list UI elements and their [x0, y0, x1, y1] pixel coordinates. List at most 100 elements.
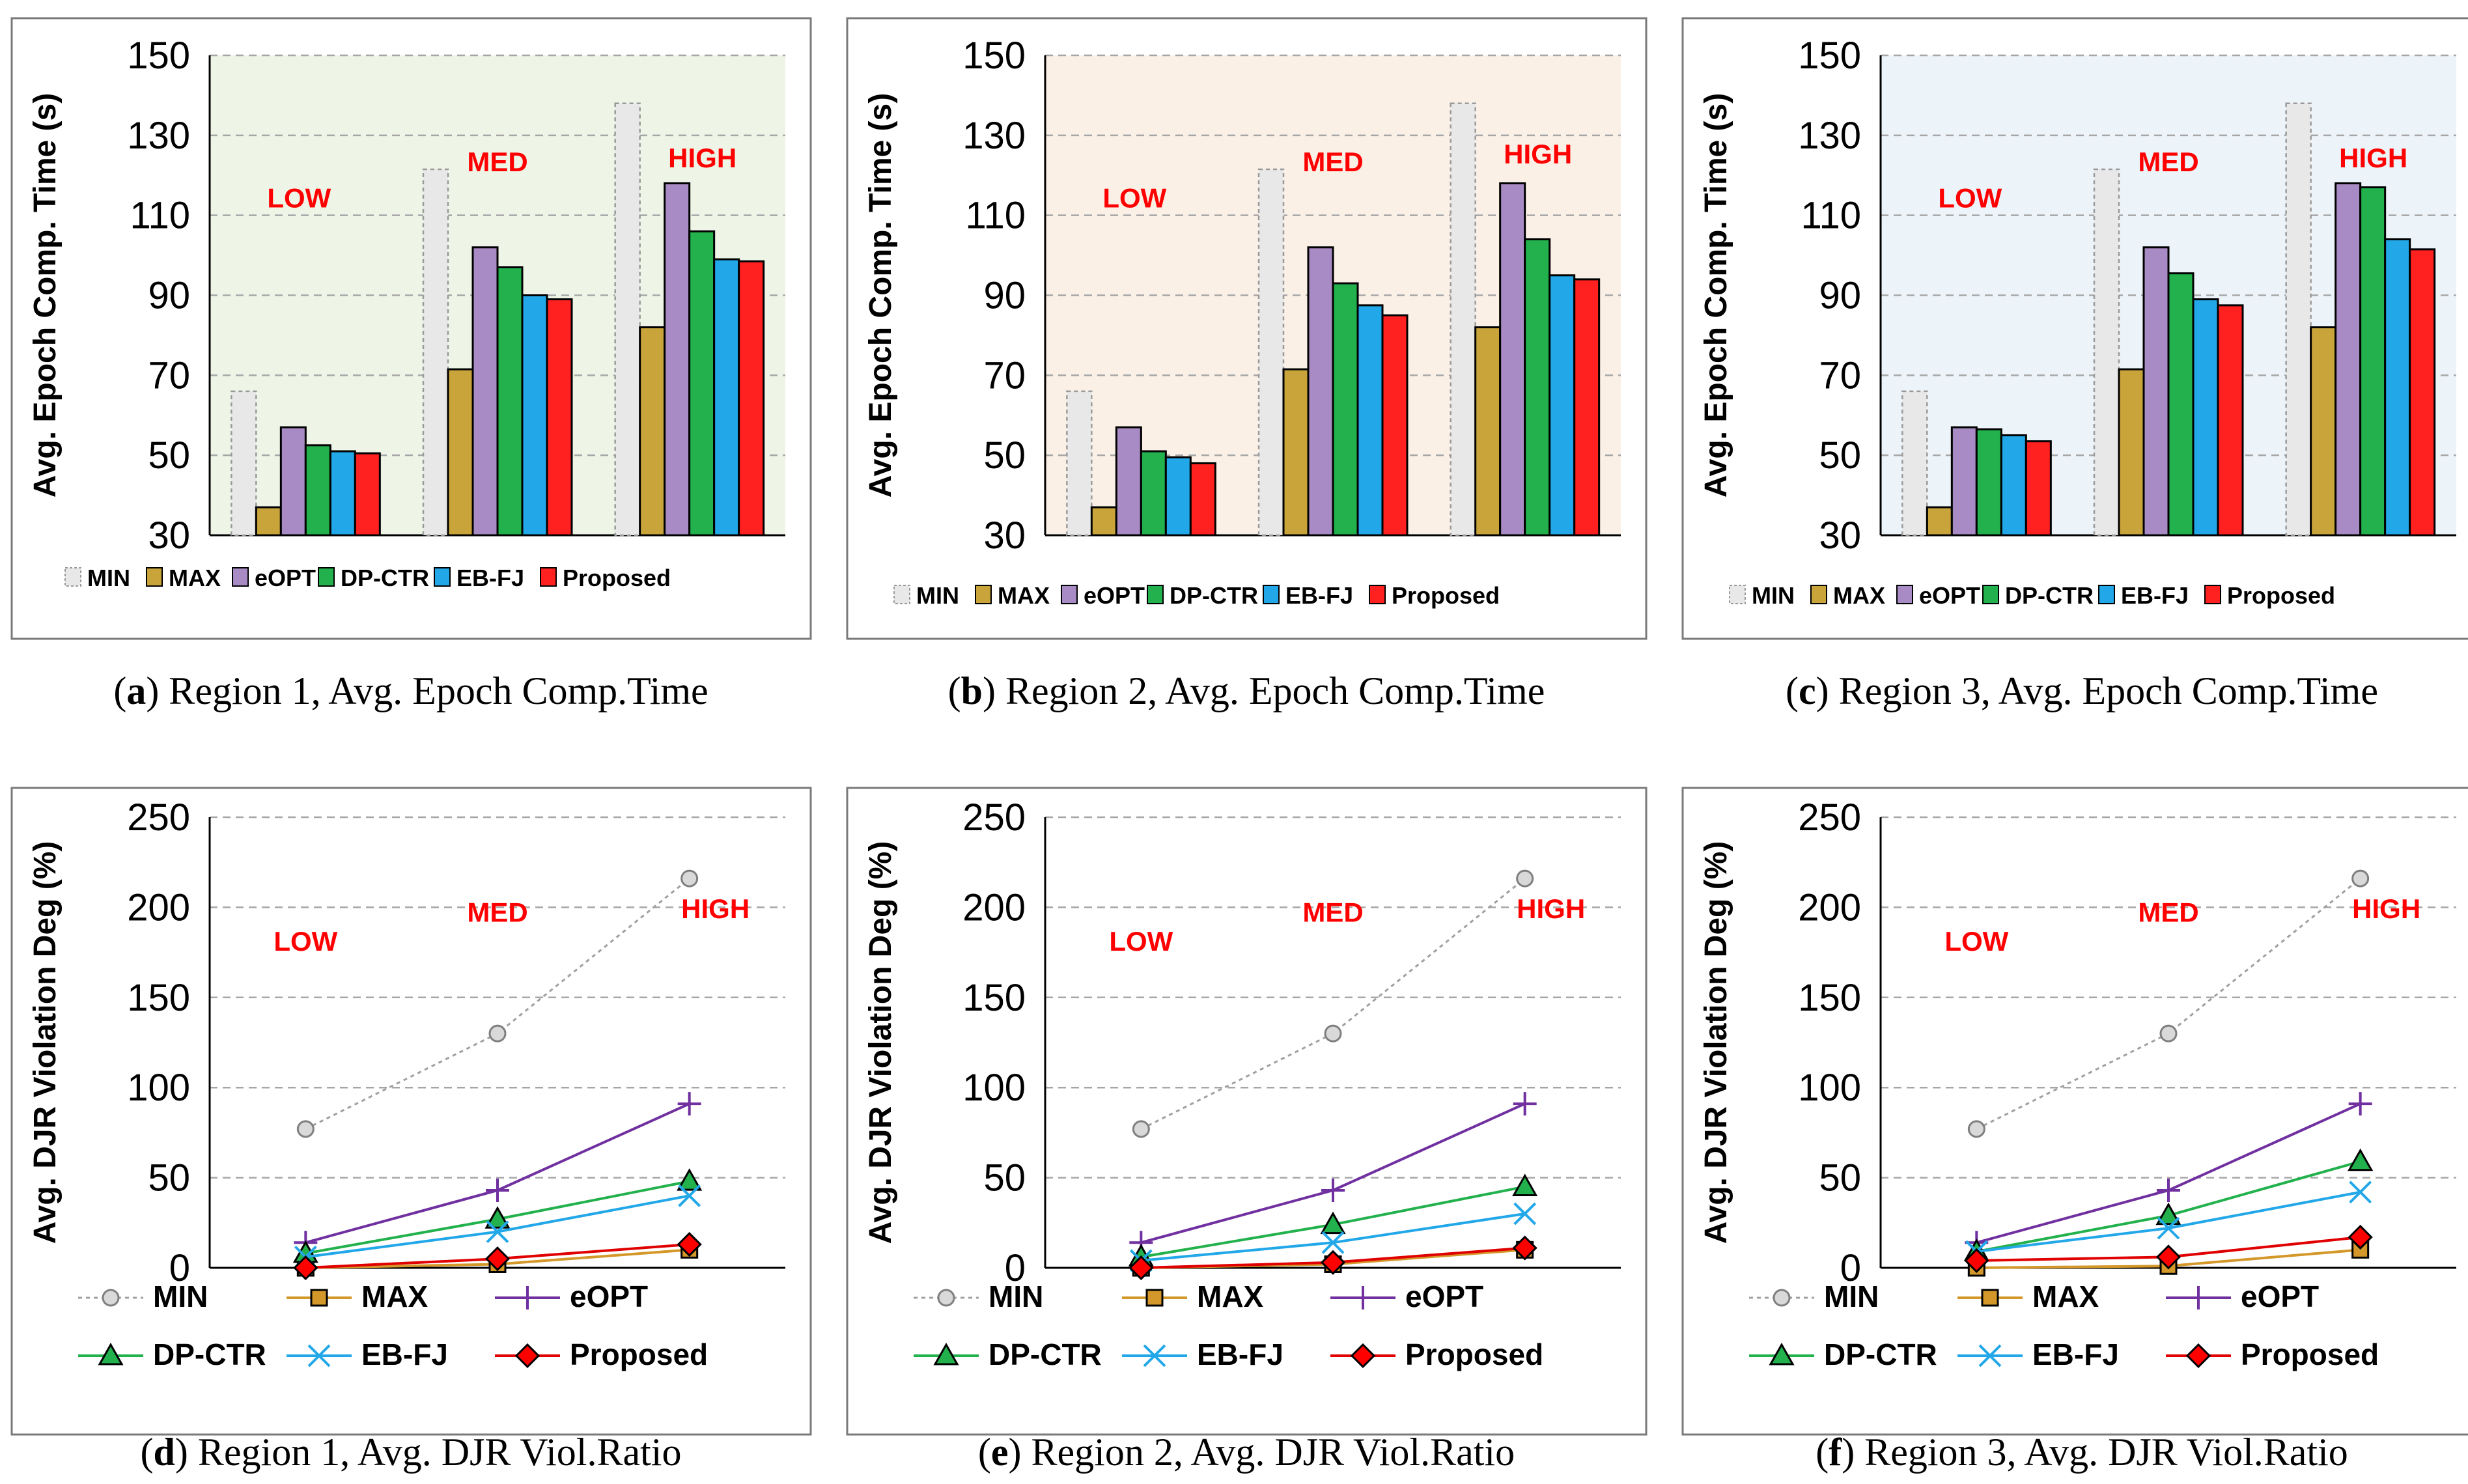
- legend-marker-max: [1145, 1289, 1164, 1307]
- point-min-med: [488, 1024, 507, 1043]
- point-proposed-med: [1320, 1250, 1346, 1275]
- group-label-low: LOW: [1109, 926, 1173, 957]
- group-label-med: MED: [467, 897, 527, 928]
- point-eopt-med: [486, 1178, 509, 1202]
- point-eopt-high: [1513, 1092, 1537, 1116]
- legend-marker-max: [1981, 1289, 1999, 1307]
- bar-eopt-high: [1499, 182, 1526, 537]
- legend-label-dp-ctr: DP-CTR: [1824, 1337, 1937, 1371]
- group-label-high: HIGH: [668, 143, 736, 173]
- point-proposed-high: [677, 1231, 702, 1257]
- group-label-med: MED: [2138, 897, 2198, 928]
- legend-label-max: MAX: [2032, 1280, 2099, 1313]
- point-dp-ctr-med: [1320, 1211, 1346, 1235]
- bar-min-med: [422, 168, 449, 537]
- legend-label-eopt: eOPT: [255, 565, 316, 591]
- legend-swatch-dp-ctr: [318, 567, 335, 587]
- group-label-med: MED: [1302, 147, 1363, 177]
- bar-eopt-med: [2142, 246, 2170, 537]
- legend-marker-eopt: [2187, 1286, 2210, 1309]
- bar-eopt-high: [2335, 182, 2362, 537]
- y-tick-label: 130: [127, 115, 190, 157]
- bar-proposed-high: [1573, 278, 1601, 537]
- bar-min-med: [1257, 168, 1285, 537]
- bar-eopt-med: [1307, 246, 1334, 537]
- bar-proposed-high: [738, 260, 765, 537]
- point-dp-ctr-high: [677, 1168, 703, 1191]
- group-label-low: LOW: [1102, 182, 1166, 213]
- y-tick-label: 50: [148, 1157, 190, 1199]
- point-proposed-med: [2155, 1244, 2181, 1270]
- point-min-high: [680, 869, 699, 888]
- bar-dp-ctr-low: [1140, 450, 1167, 537]
- x-b: [1978, 1344, 2002, 1367]
- legend-label-proposed: Proposed: [1405, 1337, 1543, 1371]
- y-tick-label: 250: [127, 796, 190, 839]
- point-eb-fj-med: [2157, 1216, 2180, 1240]
- y-tick-label: 0: [1840, 1247, 1861, 1289]
- legend-label-eb-fj: EB-FJ: [456, 565, 524, 591]
- bar-min-low: [1901, 390, 1928, 537]
- bar-dp-ctr-low: [304, 444, 331, 537]
- bar-eb-fj-low: [2000, 434, 2027, 537]
- legend-marker-min: [937, 1289, 955, 1307]
- bar-eb-fj-high: [2384, 238, 2411, 537]
- legend-marker-dp-ctr: [933, 1342, 959, 1365]
- bar-min-low: [1066, 390, 1093, 537]
- bar-eopt-med: [471, 246, 499, 537]
- y-axis-label: Avg. Epoch Comp. Time (s): [1699, 93, 1733, 497]
- group-label-low: LOW: [1944, 926, 2008, 957]
- legend-swatch-min: [64, 567, 81, 587]
- legend-label-proposed: Proposed: [2227, 582, 2335, 609]
- point-eopt-high: [2348, 1092, 2372, 1116]
- y-tick-label: 250: [962, 796, 1026, 839]
- legend-marker-max: [310, 1289, 328, 1307]
- bar-eb-fj-low: [1164, 456, 1192, 537]
- legend-label-min: MIN: [989, 1280, 1043, 1313]
- legend-label-max: MAX: [169, 565, 221, 591]
- panel-frame: [846, 787, 1648, 1436]
- point-eb-fj-med: [1321, 1231, 1345, 1254]
- point-eb-fj-med: [486, 1220, 509, 1244]
- legend-swatch-eopt: [1061, 585, 1078, 604]
- legend-swatch-max: [975, 585, 992, 604]
- point-min-high: [1516, 869, 1534, 888]
- y-tick-label: 150: [1798, 977, 1861, 1019]
- y-tick-label: 150: [962, 35, 1026, 77]
- point-proposed-med: [484, 1246, 511, 1272]
- y-tick-label: 100: [962, 1067, 1026, 1109]
- legend-marker-dp-ctr: [98, 1342, 124, 1365]
- y-axis-label: Avg. Epoch Comp. Time (s): [863, 93, 898, 497]
- legend-label-proposed: Proposed: [570, 1337, 708, 1371]
- panel-frame: [10, 787, 812, 1436]
- bar-eopt-high: [664, 182, 691, 537]
- bar-eb-fj-med: [1356, 304, 1384, 537]
- legend-label-eopt: eOPT: [1405, 1280, 1483, 1313]
- group-label-low: LOW: [267, 182, 331, 213]
- legend-marker-eopt: [516, 1286, 539, 1309]
- y-tick-label: 200: [962, 886, 1026, 929]
- y-tick-label: 0: [1005, 1247, 1026, 1289]
- legend-label-eb-fj: EB-FJ: [361, 1337, 448, 1371]
- y-tick-label: 130: [962, 115, 1026, 157]
- y-axis-label: Avg. DJR Violation Deg (%): [1699, 841, 1733, 1244]
- point-dp-ctr-med: [2155, 1202, 2181, 1225]
- legend-swatch-max: [1810, 585, 1827, 604]
- y-tick-label: 100: [127, 1067, 190, 1109]
- legend-label-dp-ctr: DP-CTR: [341, 565, 429, 591]
- group-label-high: HIGH: [681, 893, 750, 924]
- bar-dp-ctr-med: [1332, 282, 1359, 537]
- bar-max-low: [1926, 506, 1953, 537]
- legend-swatch-max: [146, 567, 163, 587]
- bar-dp-ctr-med: [496, 266, 524, 537]
- legend-label-dp-ctr: DP-CTR: [2005, 582, 2094, 609]
- panel-caption: (d) Region 1, Avg. DJR Viol.Ratio: [141, 1431, 682, 1474]
- bar-dp-ctr-high: [688, 230, 716, 537]
- point-eb-fj-high: [1513, 1202, 1537, 1225]
- group-label-high: HIGH: [2352, 893, 2420, 924]
- y-axis-label: Avg. Epoch Comp. Time (s): [28, 93, 63, 497]
- point-proposed-high: [2348, 1224, 2373, 1250]
- point-dp-ctr-med: [484, 1206, 511, 1229]
- x-b: [307, 1344, 331, 1367]
